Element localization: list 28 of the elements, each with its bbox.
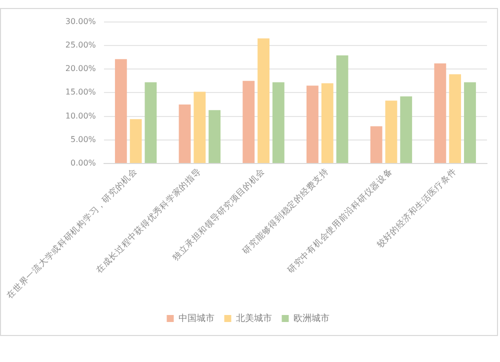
bar [306, 86, 318, 164]
legend-label: 欧洲城市 [293, 312, 330, 324]
bar [258, 38, 270, 164]
bar [130, 119, 142, 164]
y-tick-label: 10.00% [65, 111, 96, 120]
y-tick-label: 25.00% [65, 40, 96, 50]
bar [370, 126, 382, 164]
bar [114, 59, 127, 164]
bar [321, 83, 334, 164]
bar [464, 82, 476, 164]
legend-label: 中国城市 [178, 312, 214, 324]
bar [449, 74, 462, 164]
y-tick-label: 5.00% [70, 134, 96, 144]
bar [400, 96, 412, 164]
legend-label: 北美城市 [236, 312, 272, 324]
y-tick-label: 0.00% [70, 158, 96, 168]
y-tick-label: 15.00% [65, 88, 96, 97]
bar [434, 63, 446, 164]
y-tick-label: 30.00% [65, 16, 96, 26]
bar [144, 82, 157, 164]
bar [194, 92, 206, 164]
bar [272, 82, 284, 164]
bar [208, 110, 221, 164]
bar [385, 100, 398, 164]
bar [178, 104, 191, 164]
bar [336, 55, 348, 164]
bar [242, 80, 255, 164]
y-tick-label: 20.00% [65, 64, 96, 74]
